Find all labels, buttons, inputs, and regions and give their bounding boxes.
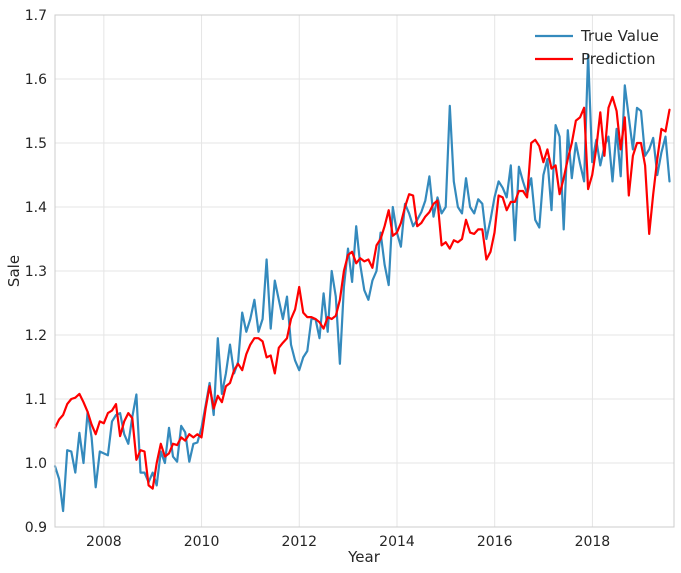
y-tick-label: 1.3 [25, 264, 47, 280]
series-line-true-value [53, 53, 671, 513]
y-tick-label: 1.4 [25, 200, 47, 216]
y-tick-label: 1.2 [25, 328, 47, 344]
y-tick-label: 1.0 [25, 456, 47, 472]
x-tick-label: 2016 [477, 534, 513, 550]
y-tick-label: 1.7 [25, 8, 47, 24]
y-tick-label: 1.6 [25, 72, 47, 88]
x-tick-label: 2014 [379, 534, 415, 550]
legend-label-true-value: True Value [580, 27, 659, 45]
x-axis-label: Year [347, 548, 381, 566]
y-axis-ticks: 0.9 1.0 1.1 1.2 1.3 1.4 1.5 1.6 1.7 [25, 8, 47, 536]
legend: True Value Prediction [535, 27, 659, 68]
series-layer [53, 53, 671, 513]
plot-frame [54, 14, 675, 528]
y-axis-label: Sale [5, 255, 23, 287]
x-tick-label: 2012 [281, 534, 317, 550]
y-tick-label: 0.9 [25, 520, 47, 536]
legend-label-prediction: Prediction [581, 50, 656, 68]
x-tick-label: 2018 [575, 534, 611, 550]
x-axis-ticks: 2008 2010 2012 2014 2016 2018 [86, 534, 610, 550]
x-tick-label: 2008 [86, 534, 122, 550]
x-tick-label: 2010 [184, 534, 220, 550]
y-tick-label: 1.1 [25, 392, 47, 408]
series-line-prediction [53, 95, 671, 490]
y-tick-label: 1.5 [25, 136, 47, 152]
